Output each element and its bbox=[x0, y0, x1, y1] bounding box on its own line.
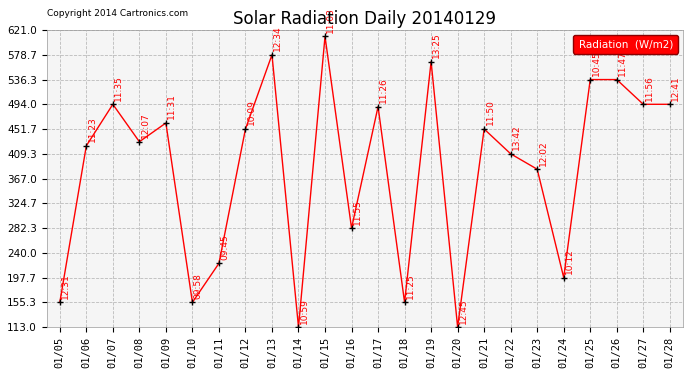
Legend: Radiation  (W/m2): Radiation (W/m2) bbox=[573, 35, 678, 54]
Text: 12:31: 12:31 bbox=[61, 273, 70, 299]
Text: 12:02: 12:02 bbox=[538, 140, 547, 166]
Text: 11:56: 11:56 bbox=[644, 75, 653, 101]
Text: 11:50: 11:50 bbox=[486, 100, 495, 126]
Text: 12:34: 12:34 bbox=[273, 26, 282, 51]
Title: Solar Radiation Daily 20140129: Solar Radiation Daily 20140129 bbox=[233, 10, 496, 28]
Text: 10:45: 10:45 bbox=[591, 50, 600, 76]
Text: 10:09: 10:09 bbox=[247, 100, 256, 126]
Text: 11:47: 11:47 bbox=[618, 50, 627, 76]
Text: 13:42: 13:42 bbox=[512, 124, 521, 150]
Text: 11:55: 11:55 bbox=[353, 199, 362, 225]
Text: 13:25: 13:25 bbox=[433, 32, 442, 58]
Text: 11:23: 11:23 bbox=[88, 117, 97, 142]
Text: 11:35: 11:35 bbox=[114, 75, 124, 101]
Text: 11:25: 11:25 bbox=[406, 273, 415, 299]
Text: 12:07: 12:07 bbox=[141, 112, 150, 138]
Text: 10:12: 10:12 bbox=[565, 248, 574, 274]
Text: Copyright 2014 Cartronics.com: Copyright 2014 Cartronics.com bbox=[46, 9, 188, 18]
Text: 12:45: 12:45 bbox=[459, 298, 468, 324]
Text: 09:58: 09:58 bbox=[194, 273, 203, 299]
Text: 10:59: 10:59 bbox=[300, 298, 309, 324]
Text: 12:41: 12:41 bbox=[671, 75, 680, 101]
Text: 11:26: 11:26 bbox=[380, 77, 388, 103]
Text: 09:45: 09:45 bbox=[220, 234, 229, 260]
Text: 11:31: 11:31 bbox=[167, 94, 176, 120]
Text: 11:03: 11:03 bbox=[326, 7, 335, 33]
